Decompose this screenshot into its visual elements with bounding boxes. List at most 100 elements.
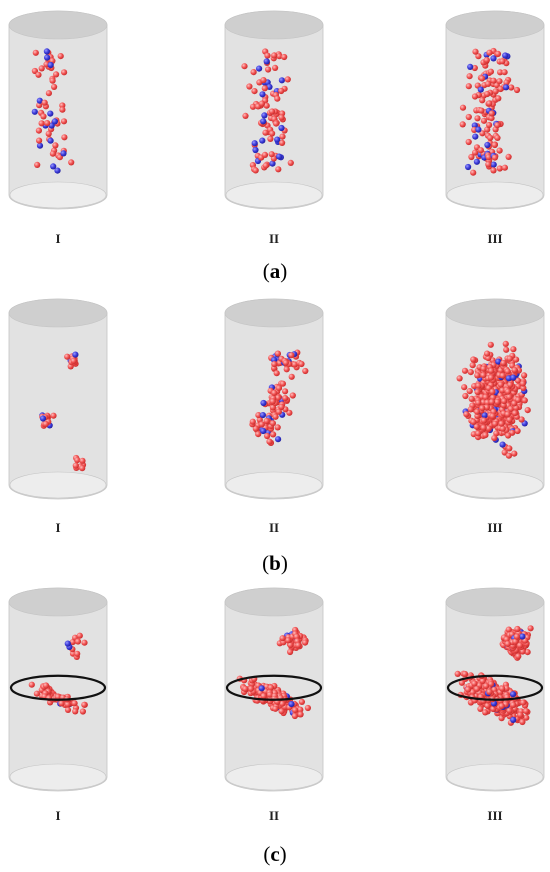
event-point-red: [470, 169, 477, 176]
event-point-red: [266, 691, 273, 698]
event-point-red: [488, 115, 495, 122]
event-point-red: [273, 370, 280, 377]
panel-c: I II III (c): [8, 587, 545, 866]
event-point-red: [32, 49, 39, 56]
event-point-red: [486, 49, 493, 56]
event-point-red: [42, 682, 50, 689]
event-point-red: [282, 395, 289, 402]
event-point-red: [512, 638, 519, 645]
event-point-red: [499, 685, 506, 692]
event-point-red: [279, 139, 286, 146]
event-point-red: [484, 350, 491, 357]
event-point-red: [489, 413, 496, 420]
event-point-red: [45, 130, 52, 137]
event-point-red: [465, 83, 472, 90]
event-point-red: [483, 404, 490, 411]
event-point-red: [519, 718, 526, 726]
event-point-red: [274, 424, 281, 431]
event-point-red: [264, 432, 271, 440]
event-point-red: [288, 373, 295, 380]
event-point-red: [501, 398, 508, 405]
event-point-red: [269, 130, 276, 137]
event-point-blue: [472, 133, 479, 140]
event-point-blue: [467, 63, 474, 70]
event-point-blue: [260, 118, 267, 125]
event-point-red: [267, 684, 274, 691]
event-point-red: [287, 159, 294, 166]
event-point-red: [302, 639, 309, 646]
event-point-red: [54, 693, 62, 701]
event-point-red: [258, 100, 265, 107]
event-point-red: [275, 394, 282, 401]
event-point-red: [486, 100, 493, 107]
event-point-red: [57, 53, 64, 60]
event-point-red: [487, 341, 494, 348]
event-point-blue: [481, 412, 488, 419]
event-point-blue: [263, 58, 270, 65]
event-point-blue: [72, 351, 79, 358]
event-point-red: [501, 449, 508, 456]
event-point-red: [513, 633, 521, 640]
event-point-red: [279, 635, 286, 642]
panel-b: I II III (b): [8, 298, 545, 575]
event-point-red: [505, 432, 512, 439]
event-point-red: [246, 83, 253, 90]
stage-label-c-1: I: [55, 808, 60, 823]
event-point-red: [251, 88, 258, 95]
event-point-red: [270, 431, 277, 438]
event-point-blue: [274, 136, 281, 143]
event-point-red: [504, 411, 511, 418]
event-point-red: [275, 385, 283, 392]
event-point-red: [258, 421, 265, 428]
event-point-red: [81, 639, 88, 646]
event-point-red: [292, 707, 299, 714]
event-point-red: [35, 71, 42, 78]
event-point-blue: [266, 83, 273, 90]
event-point-red: [279, 133, 286, 140]
event-point-blue: [251, 140, 258, 147]
event-point-red: [271, 361, 278, 368]
event-point-red: [474, 115, 481, 122]
event-point-red: [506, 416, 513, 423]
event-point-red: [499, 425, 506, 432]
event-point-red: [491, 435, 498, 442]
event-point-blue: [261, 112, 268, 119]
event-point-red: [513, 86, 521, 94]
event-point-red: [497, 381, 504, 388]
event-point-red: [484, 399, 491, 406]
event-point-blue: [475, 126, 482, 133]
event-point-red: [483, 57, 490, 64]
event-point-red: [506, 355, 513, 362]
cylinder-c-stage-2: [224, 587, 324, 792]
event-point-red: [297, 711, 304, 718]
event-point-red: [505, 452, 512, 459]
event-point-red: [459, 104, 467, 111]
panel-caption-c: (c): [263, 842, 286, 866]
event-point-red: [515, 377, 522, 384]
event-point-red: [473, 423, 480, 430]
event-point-blue: [60, 150, 67, 157]
event-point-red: [480, 372, 487, 379]
event-point-red: [281, 53, 288, 61]
stage-label-b-1: I: [55, 520, 60, 535]
event-point-blue: [278, 124, 285, 132]
event-point-red: [74, 638, 82, 645]
cylinder-a-stage-1: [8, 10, 108, 210]
event-point-red: [500, 359, 507, 367]
event-point-red: [488, 110, 495, 117]
event-point-red: [61, 134, 68, 141]
event-point-red: [506, 393, 513, 400]
event-point-red: [524, 407, 531, 414]
event-point-red: [511, 450, 518, 457]
event-point-red: [518, 416, 525, 423]
event-point-red: [272, 705, 279, 712]
event-point-red: [502, 340, 509, 347]
event-point-red: [492, 88, 499, 95]
event-point-red: [304, 704, 311, 712]
event-point-red: [479, 97, 486, 104]
cylinder-bottom-cap: [9, 763, 107, 791]
event-point-red: [70, 357, 77, 364]
cylinder-top-cap: [224, 298, 324, 328]
event-point-red: [64, 701, 71, 708]
cylinder-top-cap: [445, 10, 545, 40]
